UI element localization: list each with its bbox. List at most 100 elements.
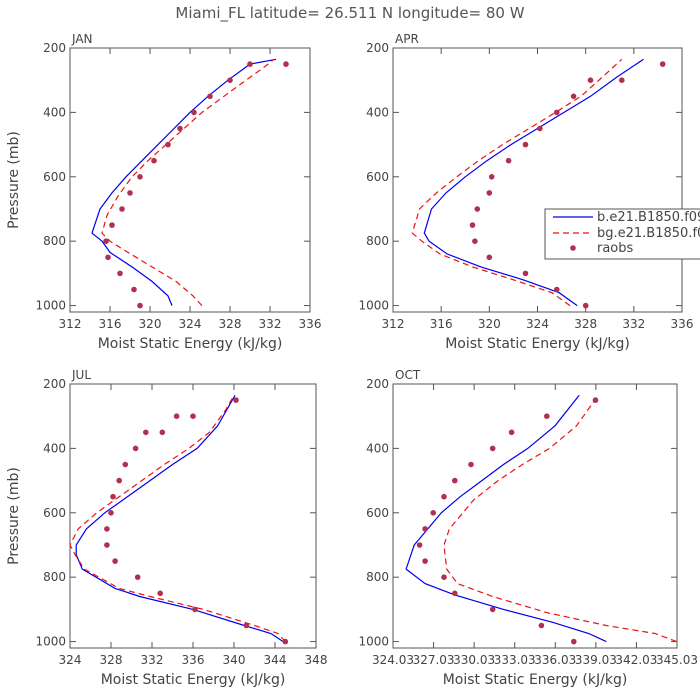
raobs-point (570, 93, 577, 100)
raobs-point (192, 606, 198, 613)
x-tick-label: 336.03 (534, 653, 576, 667)
x-axis-title: Moist Static Energy (kJ/kg) (445, 336, 630, 352)
x-tick-label: 336 (299, 317, 322, 331)
plot-area (91, 58, 289, 309)
legend: b.e21.B1850.f09 bg.e21.B1850.f0 raobs (544, 208, 700, 260)
series-line-bg (70, 395, 286, 642)
raobs-point (159, 429, 166, 436)
series-line-b (91, 58, 277, 306)
y-tick-label: 200 (43, 377, 66, 391)
raobs-point (537, 125, 543, 132)
raobs-point (134, 574, 141, 580)
raobs-point (441, 493, 447, 500)
raobs-point (416, 542, 423, 548)
y-tick-label: 200 (366, 41, 389, 55)
series-line-b (75, 395, 284, 643)
panel-apr: APR 312 316 320 324 328 332 336 200 400 600 800 1000… (358, 32, 693, 352)
raobs-point (554, 286, 560, 293)
legend-marker-raobs (570, 245, 576, 251)
plot-frame (392, 383, 678, 649)
raobs-point (522, 141, 529, 148)
plot-frame (392, 47, 683, 313)
raobs-point (486, 190, 493, 196)
x-tick-label: 344 (264, 653, 287, 667)
x-tick-label: 320 (478, 317, 501, 331)
raobs-point (505, 157, 512, 164)
x-tick-label: 312 (382, 317, 405, 331)
x-tick-label: 316 (430, 317, 453, 331)
x-tick-label: 336 (182, 653, 205, 667)
plot-frame (69, 47, 311, 313)
raobs-point (110, 493, 116, 500)
raobs-point (105, 254, 111, 261)
panel-title: OCT (395, 368, 421, 382)
y-tick-label: 1000 (35, 635, 66, 649)
y-tick-label: 200 (366, 377, 389, 391)
raobs-point (143, 429, 149, 436)
y-tick-label: 400 (366, 441, 389, 455)
raobs-point (104, 526, 110, 532)
y-tick-label: 400 (43, 441, 66, 455)
x-tick-label: 332 (259, 317, 282, 331)
raobs-point (452, 590, 458, 597)
raobs-point (122, 461, 129, 468)
panel-jul: JUL 324 328 332 336 340 344 348 200 400 600 800 1000… (6, 368, 327, 688)
raobs-point (173, 413, 180, 420)
plot-area (411, 58, 666, 309)
y-tick-label: 1000 (358, 299, 389, 313)
y-tick-label: 1000 (358, 635, 389, 649)
raobs-point (127, 190, 133, 196)
x-tick-label: 328 (219, 317, 242, 331)
raobs-point (151, 157, 157, 164)
raobs-point (659, 61, 666, 67)
legend-label-raobs: raobs (597, 241, 634, 256)
raobs-point (452, 477, 458, 484)
x-axis-title: Moist Static Energy (kJ/kg) (443, 672, 628, 688)
y-axis-title: Pressure (mb) (6, 131, 22, 229)
raobs-point (474, 206, 481, 212)
raobs-point (472, 238, 478, 244)
x-tick-label: 345.03 (656, 653, 698, 667)
raobs-point (243, 622, 250, 629)
y-tick-label: 1000 (35, 299, 66, 313)
x-tick-label: 332 (622, 317, 645, 331)
raobs-point (233, 397, 239, 403)
panel-title: JAN (71, 32, 93, 46)
raobs-point (119, 206, 125, 212)
raobs-point (165, 141, 171, 148)
x-axis-title: Moist Static Energy (kJ/kg) (101, 672, 286, 688)
raobs-point (104, 542, 110, 548)
y-tick-label: 600 (366, 506, 389, 520)
panel-jan: JAN 312 316 320 324 328 332 336 200 400 600 800 1000… (6, 32, 321, 352)
x-tick-label: 339.03 (575, 653, 617, 667)
legend-label-bg: bg.e21.B1850.f0 (597, 226, 700, 241)
raobs-point (157, 590, 163, 597)
series-line-bg (101, 58, 275, 307)
x-tick-label: 333.03 (494, 653, 536, 667)
y-tick-label: 400 (366, 105, 389, 119)
raobs-point (132, 445, 139, 452)
raobs-point (112, 558, 118, 564)
raobs-point (109, 222, 115, 228)
raobs-point (108, 510, 114, 516)
raobs-point (422, 526, 428, 532)
plot-area (70, 395, 289, 645)
raobs-point (117, 270, 123, 277)
panel-title: JUL (71, 368, 91, 382)
series-line-bg (443, 394, 677, 643)
raobs-point (508, 429, 515, 436)
y-axis-title: Pressure (mb) (6, 467, 22, 565)
panel-oct: OCT324.03327.03330.03333.03336.03339.033… (358, 368, 698, 688)
y-tick-label: 200 (43, 41, 66, 55)
raobs-point (554, 109, 560, 116)
x-tick-label: 332 (141, 653, 164, 667)
series-line-b (423, 58, 644, 307)
x-tick-label: 342.03 (615, 653, 657, 667)
raobs-point (571, 638, 577, 645)
raobs-point (191, 109, 197, 116)
raobs-point (282, 638, 289, 645)
raobs-point (486, 254, 493, 261)
x-tick-label: 328 (574, 317, 597, 331)
x-tick-label: 324 (526, 317, 549, 331)
raobs-point (489, 606, 496, 613)
